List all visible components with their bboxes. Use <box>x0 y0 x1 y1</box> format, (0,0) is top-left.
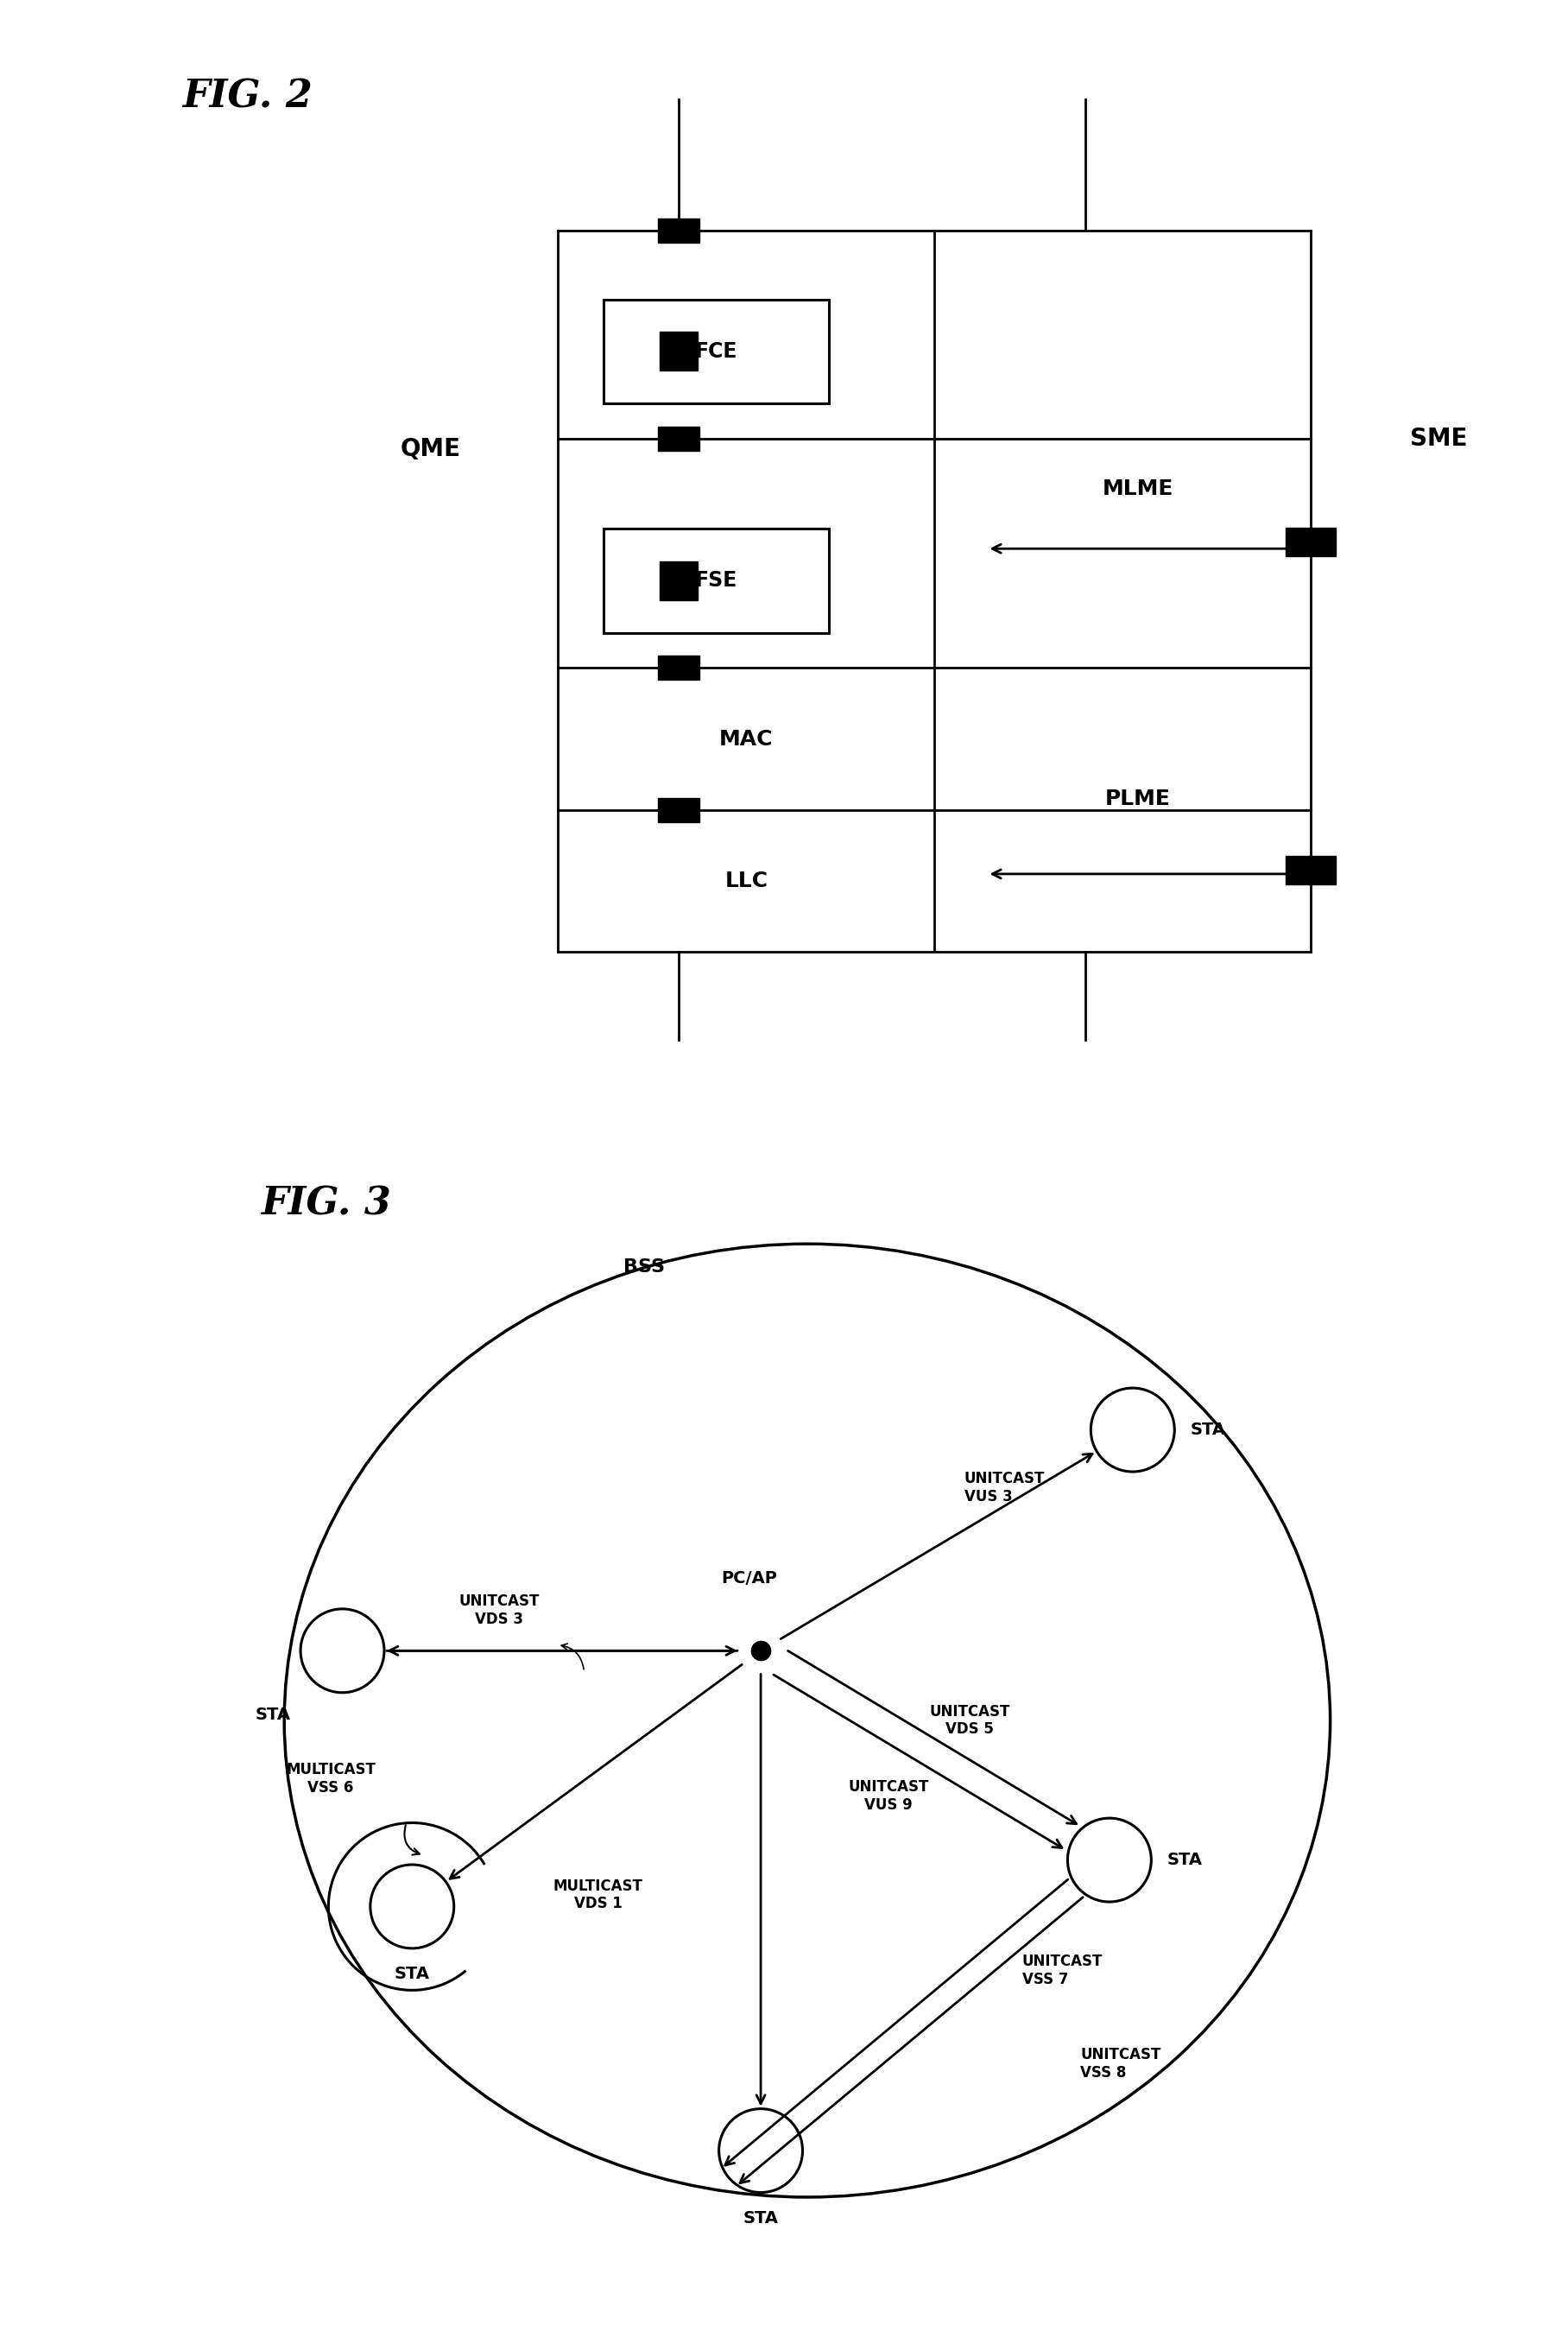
Text: STA: STA <box>256 1707 290 1723</box>
Bar <box>657 425 699 451</box>
Text: PLME: PLME <box>1105 788 1170 809</box>
Text: UNITCAST
VSS 8: UNITCAST VSS 8 <box>1080 2046 1160 2081</box>
Text: SME: SME <box>1410 425 1468 451</box>
Text: UNITCAST
VUS 3: UNITCAST VUS 3 <box>964 1472 1044 1504</box>
FancyBboxPatch shape <box>604 528 829 632</box>
Text: BSS: BSS <box>624 1258 665 1276</box>
Bar <box>1286 528 1336 556</box>
Text: STA: STA <box>743 2209 778 2227</box>
Text: UNITCAST
VUS 9: UNITCAST VUS 9 <box>848 1779 928 1814</box>
Text: UNITCAST
VSS 7: UNITCAST VSS 7 <box>1022 1953 1102 1988</box>
Text: FIG. 2: FIG. 2 <box>182 77 312 114</box>
Text: MULTICAST
VDS 1: MULTICAST VDS 1 <box>554 1879 643 1911</box>
Text: FIG. 3: FIG. 3 <box>260 1186 392 1223</box>
FancyBboxPatch shape <box>604 300 829 402</box>
Text: MLME: MLME <box>1102 479 1173 500</box>
Bar <box>657 797 699 823</box>
Text: STA: STA <box>395 1965 430 1983</box>
Text: LLC: LLC <box>724 870 768 890</box>
Text: QME: QME <box>400 437 461 463</box>
Text: STA: STA <box>1190 1421 1226 1439</box>
Text: MAC: MAC <box>720 728 773 749</box>
Bar <box>657 219 699 242</box>
Text: PLCP: PLCP <box>717 542 776 563</box>
Text: UNITCAST
VDS 5: UNITCAST VDS 5 <box>930 1704 1010 1737</box>
Text: UNITCAST
VDS 3: UNITCAST VDS 3 <box>459 1593 539 1628</box>
Text: FSE: FSE <box>695 570 737 591</box>
Bar <box>657 656 699 679</box>
Text: STA: STA <box>1167 1851 1203 1869</box>
Text: MULTICAST
VSS 6: MULTICAST VSS 6 <box>285 1762 376 1795</box>
Bar <box>1286 856 1336 884</box>
Bar <box>660 332 698 370</box>
Text: PMD: PMD <box>718 323 775 344</box>
Bar <box>660 563 698 600</box>
Text: PC/AP: PC/AP <box>721 1569 778 1588</box>
Text: FCE: FCE <box>695 342 737 363</box>
